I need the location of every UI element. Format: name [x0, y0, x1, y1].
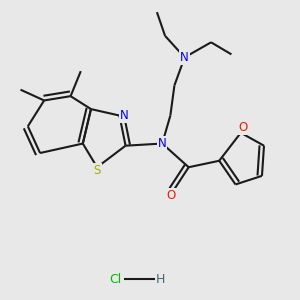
Text: O: O	[167, 189, 176, 202]
Text: S: S	[93, 164, 101, 177]
Text: O: O	[238, 121, 248, 134]
Text: Cl: Cl	[109, 273, 122, 286]
Text: N: N	[120, 109, 129, 122]
Text: H: H	[155, 273, 165, 286]
Text: N: N	[180, 51, 189, 64]
Text: N: N	[158, 137, 167, 150]
